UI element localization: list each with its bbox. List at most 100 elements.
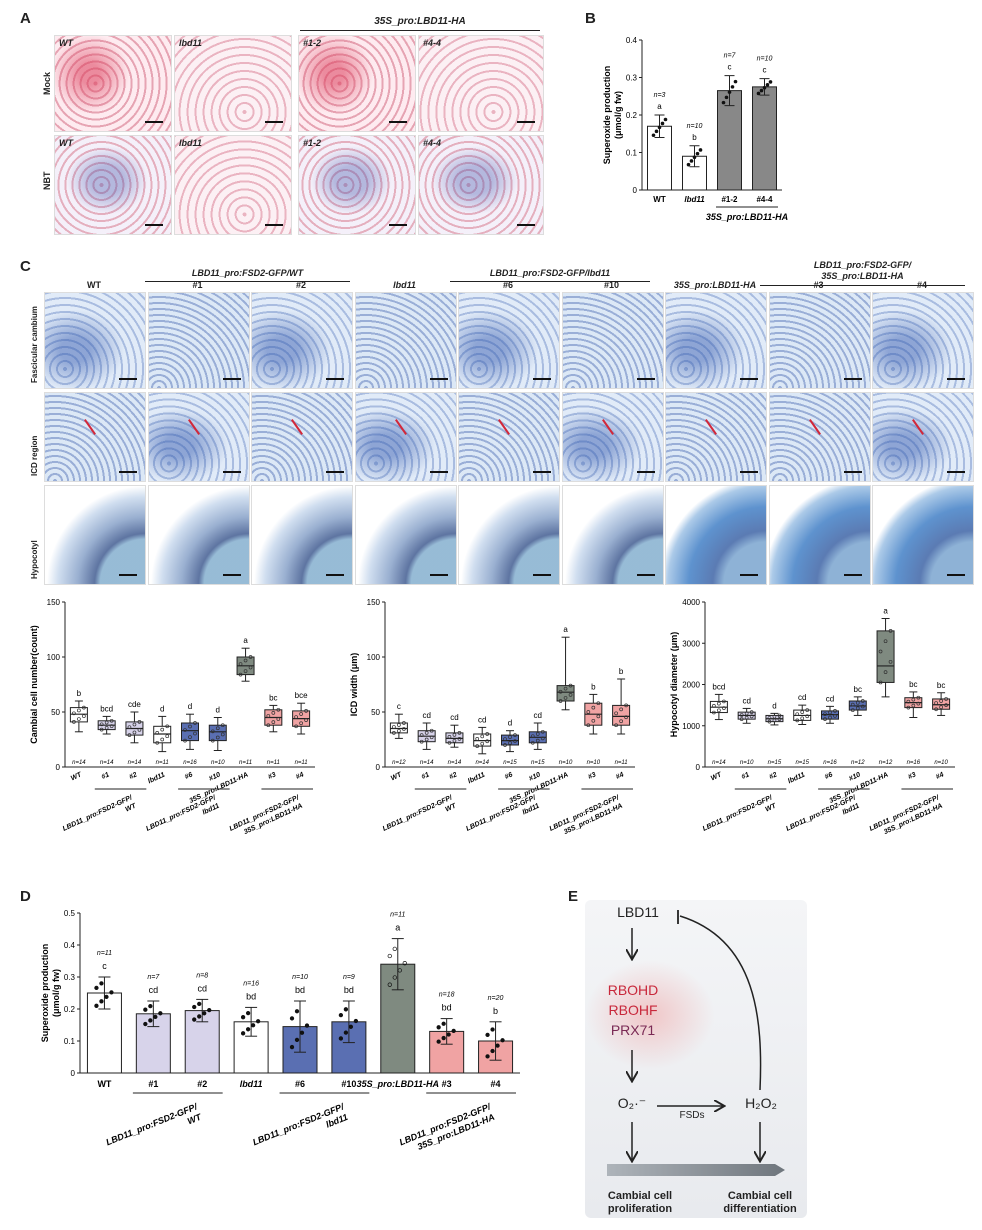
scale-bar bbox=[517, 121, 535, 123]
micrograph-c-r2-c1 bbox=[147, 485, 250, 585]
scale-bar bbox=[947, 574, 965, 576]
data-point bbox=[906, 699, 911, 704]
x-tick-label: lbd11 bbox=[787, 771, 806, 785]
data-point bbox=[724, 95, 729, 100]
data-point bbox=[392, 975, 397, 980]
box bbox=[932, 698, 951, 710]
data-point bbox=[276, 717, 281, 721]
data-point bbox=[183, 738, 187, 743]
micrograph-c-r2-c0 bbox=[44, 485, 146, 585]
icd-marker bbox=[808, 418, 821, 435]
data-point bbox=[99, 722, 104, 727]
data-point bbox=[772, 718, 777, 723]
node-o2: O₂·⁻ bbox=[617, 1095, 647, 1111]
group-label: LBD11_pro:FSD2-GFP/WT bbox=[382, 794, 458, 841]
data-point bbox=[855, 706, 860, 711]
micrograph-label: #1-2 bbox=[303, 138, 322, 148]
data-point bbox=[353, 1018, 359, 1024]
data-point bbox=[586, 710, 591, 714]
significance-letter: a bbox=[243, 636, 248, 645]
data-point bbox=[220, 723, 225, 728]
micrograph-a-nbt-lbd11: lbd11 bbox=[174, 135, 292, 235]
data-point bbox=[878, 680, 883, 685]
significance-letter: cd bbox=[826, 694, 834, 703]
scale-bar bbox=[740, 378, 758, 380]
data-point bbox=[192, 1004, 197, 1010]
data-point bbox=[756, 91, 761, 96]
group-label: LBD11_pro:FSD2-GFP/lbd11 bbox=[785, 794, 861, 841]
x-tick-label: #2 bbox=[768, 771, 778, 781]
data-point bbox=[485, 1032, 490, 1038]
y-axis-label-line: Superoxide production bbox=[602, 66, 612, 165]
panel-letter-e: E bbox=[568, 888, 579, 905]
data-point bbox=[457, 731, 462, 735]
data-point bbox=[220, 732, 225, 737]
data-point bbox=[624, 703, 628, 708]
data-point bbox=[692, 155, 697, 160]
y-tick-label: 0.3 bbox=[626, 74, 638, 83]
y-tick-label: 150 bbox=[367, 598, 381, 607]
data-point bbox=[132, 730, 137, 735]
data-point bbox=[749, 714, 754, 719]
scale-bar bbox=[145, 121, 163, 123]
significance-letter: d bbox=[160, 704, 164, 713]
n-label: n=11 bbox=[97, 950, 112, 957]
x-tick-label: #1-2 bbox=[721, 195, 738, 204]
data-point bbox=[657, 125, 662, 130]
x-tick-label: #3 bbox=[587, 771, 597, 781]
data-point bbox=[695, 151, 700, 156]
significance-letter: d bbox=[216, 706, 220, 715]
y-tick-label: 0.1 bbox=[626, 149, 638, 158]
data-point bbox=[916, 695, 921, 700]
micrograph-c-r0-c3 bbox=[354, 292, 457, 389]
x-tick-label: #1 bbox=[100, 771, 110, 781]
data-point bbox=[888, 659, 893, 664]
data-point bbox=[596, 714, 601, 719]
significance-letter: bc bbox=[854, 685, 862, 694]
data-point bbox=[651, 133, 656, 138]
scale-bar bbox=[636, 471, 655, 473]
x-tick-label: #6 bbox=[184, 771, 194, 781]
significance-letter: a bbox=[657, 102, 662, 111]
data-point bbox=[127, 725, 132, 730]
micrograph-c-r1-c6 bbox=[665, 392, 767, 482]
micrograph-a-mock-lbd11: lbd11 bbox=[174, 35, 292, 132]
micrograph-c-r1-c2 bbox=[251, 392, 353, 482]
y-axis-label: Hypocotyl diameter (μm) bbox=[669, 632, 679, 738]
data-point bbox=[240, 1031, 246, 1036]
y-axis-label: Cambial cell number(count) bbox=[29, 625, 39, 744]
scale-bar bbox=[740, 574, 758, 576]
x-tick-label: #1 bbox=[740, 771, 750, 781]
x-tick-label: #4 bbox=[935, 771, 945, 781]
x-tick-label: #10 bbox=[848, 771, 862, 782]
n-label: n=15 bbox=[503, 760, 517, 766]
x-tick-label: WT bbox=[710, 771, 723, 782]
outcome-proliferation: Cambial cell proliferation bbox=[607, 1190, 673, 1215]
n-label: n=10 bbox=[934, 760, 948, 766]
x-tick-label: #4 bbox=[615, 771, 625, 781]
data-point bbox=[436, 1025, 441, 1030]
scale-bar bbox=[947, 471, 965, 473]
significance-letter: a bbox=[883, 607, 888, 616]
n-label: n=16 bbox=[183, 760, 197, 766]
data-point bbox=[99, 999, 104, 1004]
data-point bbox=[586, 723, 591, 728]
group-label: LBD11_pro:FSD2-GFP/WT bbox=[105, 1101, 205, 1157]
data-point bbox=[485, 1054, 490, 1059]
icd-marker bbox=[291, 418, 303, 435]
data-point bbox=[94, 1003, 99, 1008]
x-tick-label: #6 bbox=[504, 771, 514, 781]
group-label: LBD11_pro:FSD2-GFP/lbd11 bbox=[251, 1101, 351, 1157]
micrograph-a-mock-wt: WT bbox=[54, 35, 172, 132]
significance-letter: bce bbox=[295, 691, 308, 700]
data-point bbox=[197, 1001, 202, 1007]
data-point bbox=[183, 728, 187, 732]
data-point bbox=[614, 711, 618, 716]
data-point bbox=[833, 713, 837, 718]
data-point bbox=[397, 729, 401, 733]
data-point bbox=[721, 100, 726, 105]
y-tick-label: 50 bbox=[371, 708, 380, 717]
y-tick-label: 2000 bbox=[682, 681, 700, 690]
panel-c-col-label: #2 bbox=[295, 280, 306, 290]
data-point bbox=[215, 726, 220, 731]
